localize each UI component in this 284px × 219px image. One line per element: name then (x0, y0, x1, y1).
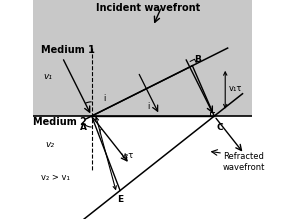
Text: Medium 2: Medium 2 (32, 117, 86, 127)
Text: E: E (117, 195, 123, 204)
Text: i: i (104, 94, 106, 103)
Text: v₁: v₁ (43, 72, 53, 81)
Text: A: A (80, 123, 87, 132)
Text: i: i (147, 102, 150, 111)
Text: Refracted
wavefront: Refracted wavefront (223, 152, 266, 172)
Text: C: C (216, 123, 223, 132)
Bar (32, 0, 252, 116)
Text: Incident wavefront: Incident wavefront (97, 3, 201, 13)
Text: B: B (195, 55, 201, 64)
Text: v₂: v₂ (46, 140, 55, 149)
Text: v₂ > v₁: v₂ > v₁ (41, 173, 70, 182)
Bar (32, 116, 252, 219)
Text: v₁τ: v₁τ (229, 84, 242, 93)
Text: Medium 1: Medium 1 (41, 44, 95, 55)
Text: v₂τ: v₂τ (121, 151, 135, 160)
Text: r: r (99, 127, 102, 136)
